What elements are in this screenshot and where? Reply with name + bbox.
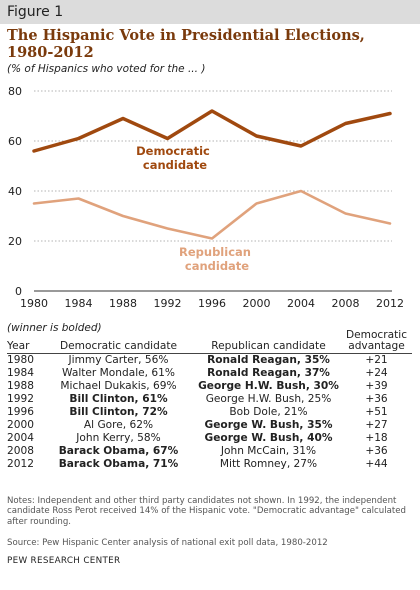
cell-democratic-candidate: Bill Clinton, 72% (69, 406, 168, 418)
cell-democratic-advantage: +39 (365, 380, 388, 392)
table-row: 1992 Bill Clinton, 61% George H.W. Bush, 2… (7, 393, 412, 406)
cell-year: 2012 (7, 458, 34, 470)
notes: Notes: Independent and other third party… (7, 496, 406, 527)
cell-democratic-advantage: +36 (365, 445, 388, 457)
democratic-label-line1: Democratic (136, 144, 210, 158)
y-tick-label: 0 (15, 285, 22, 298)
source: Source: Pew Hispanic Center analysis of … (7, 538, 328, 548)
x-tick-label: 2004 (287, 297, 315, 310)
cell-democratic-candidate: Walter Mondale, 61% (62, 367, 175, 379)
cell-democratic-advantage: +18 (365, 432, 388, 444)
cell-year: 1992 (7, 393, 34, 405)
cell-democratic-advantage: +21 (365, 354, 388, 366)
y-axis-ticks: 0 20 40 60 80 (8, 85, 22, 298)
table-row: 2012 Barack Obama, 71% Mitt Romney, 27% +44 (7, 458, 412, 471)
cell-democratic-advantage: +27 (365, 419, 388, 431)
republican-series-label: Republican candidate (179, 245, 255, 273)
cell-republican-candidate: George W. Bush, 35% (204, 419, 333, 431)
cell-year: 1988 (7, 380, 34, 392)
cell-year: 1996 (7, 406, 34, 418)
header-adv-line1: Democratic (345, 329, 408, 341)
cell-democratic-candidate: Barack Obama, 71% (58, 458, 179, 470)
table-row: 2004 John Kerry, 58% George W. Bush, 40% +1… (7, 432, 412, 445)
cell-republican-candidate: John McCain, 31% (220, 445, 317, 457)
cell-democratic-candidate: Michael Dukakis, 69% (60, 380, 177, 392)
x-tick-label: 2008 (332, 297, 360, 310)
cell-year: 2000 (7, 419, 34, 431)
series-labels: Democratic candidate Republican candidat… (136, 144, 255, 273)
cell-republican-candidate: George H.W. Bush, 30% (198, 380, 339, 392)
cell-republican-candidate: Ronald Reagan, 37% (207, 367, 330, 379)
cell-democratic-candidate: Bill Clinton, 61% (69, 393, 168, 405)
cell-republican-candidate: Bob Dole, 21% (229, 406, 308, 418)
cell-year: 2004 (7, 432, 34, 444)
cell-democratic-candidate: John Kerry, 58% (76, 432, 161, 444)
table-row: 1996 Bill Clinton, 72% Bob Dole, 21% +51 (7, 406, 412, 419)
x-tick-label: 1992 (154, 297, 182, 310)
x-tick-label: 2012 (376, 297, 404, 310)
cell-democratic-candidate: Barack Obama, 67% (58, 445, 179, 457)
table-row: 1984 Walter Mondale, 61% Ronald Reagan, 37… (7, 367, 412, 380)
x-tick-label: 1980 (20, 297, 48, 310)
organization: PEW RESEARCH CENTER (7, 556, 121, 566)
cell-democratic-candidate: Al Gore, 62% (83, 419, 154, 431)
header-adv-line2: advantage (348, 340, 405, 352)
cell-republican-candidate: Mitt Romney, 27% (219, 458, 318, 470)
table-row: 1980 Jimmy Carter, 56% Ronald Reagan, 35% +… (7, 354, 412, 368)
table-row: 2000 Al Gore, 62% George W. Bush, 35% +27 (7, 419, 412, 432)
chart-subtitle: (% of Hispanics who voted for the ... ) (7, 63, 206, 75)
democratic-line (32, 109, 392, 153)
cell-democratic-candidate: Jimmy Carter, 56% (68, 354, 169, 366)
cell-democratic-advantage: +44 (365, 458, 388, 470)
cell-year: 1984 (7, 367, 34, 379)
grid (34, 90, 392, 292)
header-year: Year (7, 330, 41, 354)
cell-republican-candidate: George W. Bush, 40% (204, 432, 333, 444)
x-tick-label: 1996 (198, 297, 226, 310)
cell-democratic-advantage: +51 (365, 406, 388, 418)
x-tick-label: 2000 (243, 297, 271, 310)
header-democratic-candidate: Democratic candidate (41, 330, 196, 354)
table-row: 1988 Michael Dukakis, 69% George H.W. Bush… (7, 380, 412, 393)
cell-republican-candidate: Ronald Reagan, 35% (207, 354, 330, 366)
table-body: 1980 Jimmy Carter, 56% Ronald Reagan, 35% +… (7, 354, 412, 472)
cell-republican-candidate: George H.W. Bush, 25% (205, 393, 332, 405)
x-tick-label: 1988 (109, 297, 137, 310)
republican-line (32, 189, 392, 240)
cell-year: 1980 (7, 354, 34, 366)
y-tick-label: 20 (8, 235, 22, 248)
chart-title: The Hispanic Vote in Presidential Electi… (7, 27, 365, 61)
table-row: 2008 Barack Obama, 67% John McCain, 31% +36 (7, 445, 412, 458)
cell-year: 2008 (7, 445, 34, 457)
republican-label-line1: Republican (179, 245, 251, 259)
republican-label-line2: candidate (185, 259, 249, 273)
series-lines (32, 109, 392, 240)
y-tick-label: 80 (8, 85, 22, 98)
x-tick-label: 1984 (65, 297, 93, 310)
y-tick-label: 40 (8, 185, 22, 198)
cell-democratic-advantage: +24 (365, 367, 388, 379)
y-tick-label: 60 (8, 135, 22, 148)
line-chart: 0 20 40 60 80 1980 1984 1988 1992 1996 2000 2004 20… (8, 85, 404, 310)
header-republican-candidate: Republican candidate (196, 330, 341, 354)
democratic-label-line2: candidate (143, 158, 207, 172)
democratic-series-label: Democratic candidate (136, 144, 214, 172)
x-axis-ticks: 1980 1984 1988 1992 1996 2000 2004 2008 2012 (20, 297, 404, 310)
results-table: Year Democratic candidate Republican can… (7, 330, 412, 471)
table-header-row: Year Democratic candidate Republican can… (7, 330, 412, 354)
header-democratic-advantage: Democratic advantage (341, 330, 412, 354)
figure-label: Figure 1 (0, 0, 420, 24)
cell-democratic-advantage: +36 (365, 393, 388, 405)
